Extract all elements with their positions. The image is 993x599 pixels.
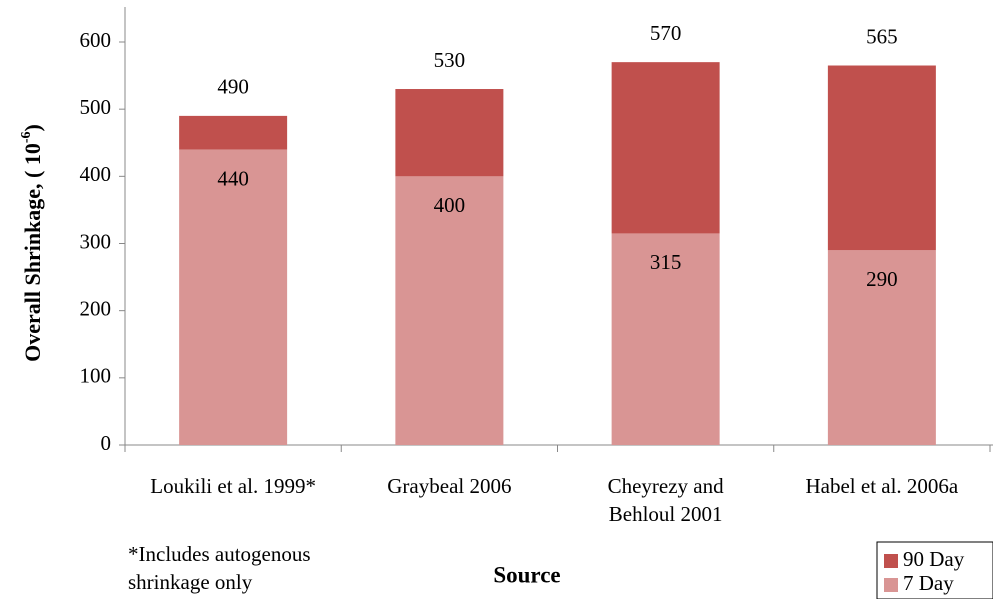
y-tick-label: 400: [80, 162, 112, 186]
y-tick-label: 300: [80, 229, 112, 253]
bar-segment: [827, 65, 936, 251]
x-tick-label: Cheyrezy and Behloul 2001: [607, 474, 724, 526]
bar-segment: [611, 233, 720, 445]
y-tick-label: 0: [101, 431, 112, 455]
x-tick-label: Loukili et al. 1999*: [150, 474, 316, 498]
y-axis-label: Overall Shrinkage, ( 10-6): [19, 124, 45, 362]
total-label: 570: [650, 21, 682, 45]
x-tick-label: Habel et al. 2006a: [805, 474, 959, 498]
value-label: 290: [866, 267, 898, 291]
bar-segment: [179, 115, 288, 150]
value-label: 315: [650, 250, 682, 274]
y-tick-label: 500: [80, 95, 112, 119]
bar-segment: [395, 176, 504, 446]
y-label-close: ): [20, 124, 45, 131]
x-axis-label: Source: [493, 562, 560, 587]
bar-segment: [179, 149, 288, 445]
bar-segment: [827, 250, 936, 445]
y-label-exponent: -6: [19, 131, 34, 143]
legend-label: 7 Day: [903, 571, 954, 595]
legend-label: 90 Day: [903, 547, 965, 571]
note: *Includes autogenous shrinkage only: [128, 542, 311, 594]
value-label: 400: [434, 193, 466, 217]
x-tick-label: Graybeal 2006: [387, 474, 512, 498]
total-label: 530: [434, 48, 466, 72]
total-label: 490: [217, 75, 249, 99]
value-label: 440: [217, 166, 249, 190]
total-label: 565: [866, 24, 898, 48]
y-tick-label: 600: [80, 28, 112, 52]
legend-swatch: [884, 578, 898, 592]
y-tick-label: 100: [80, 364, 112, 388]
bar-segment: [611, 62, 720, 234]
y-tick-label: 200: [80, 296, 112, 320]
legend-swatch: [884, 554, 898, 568]
bar-segment: [395, 89, 504, 177]
y-label-text: Overall Shrinkage, ( 10: [20, 143, 45, 362]
